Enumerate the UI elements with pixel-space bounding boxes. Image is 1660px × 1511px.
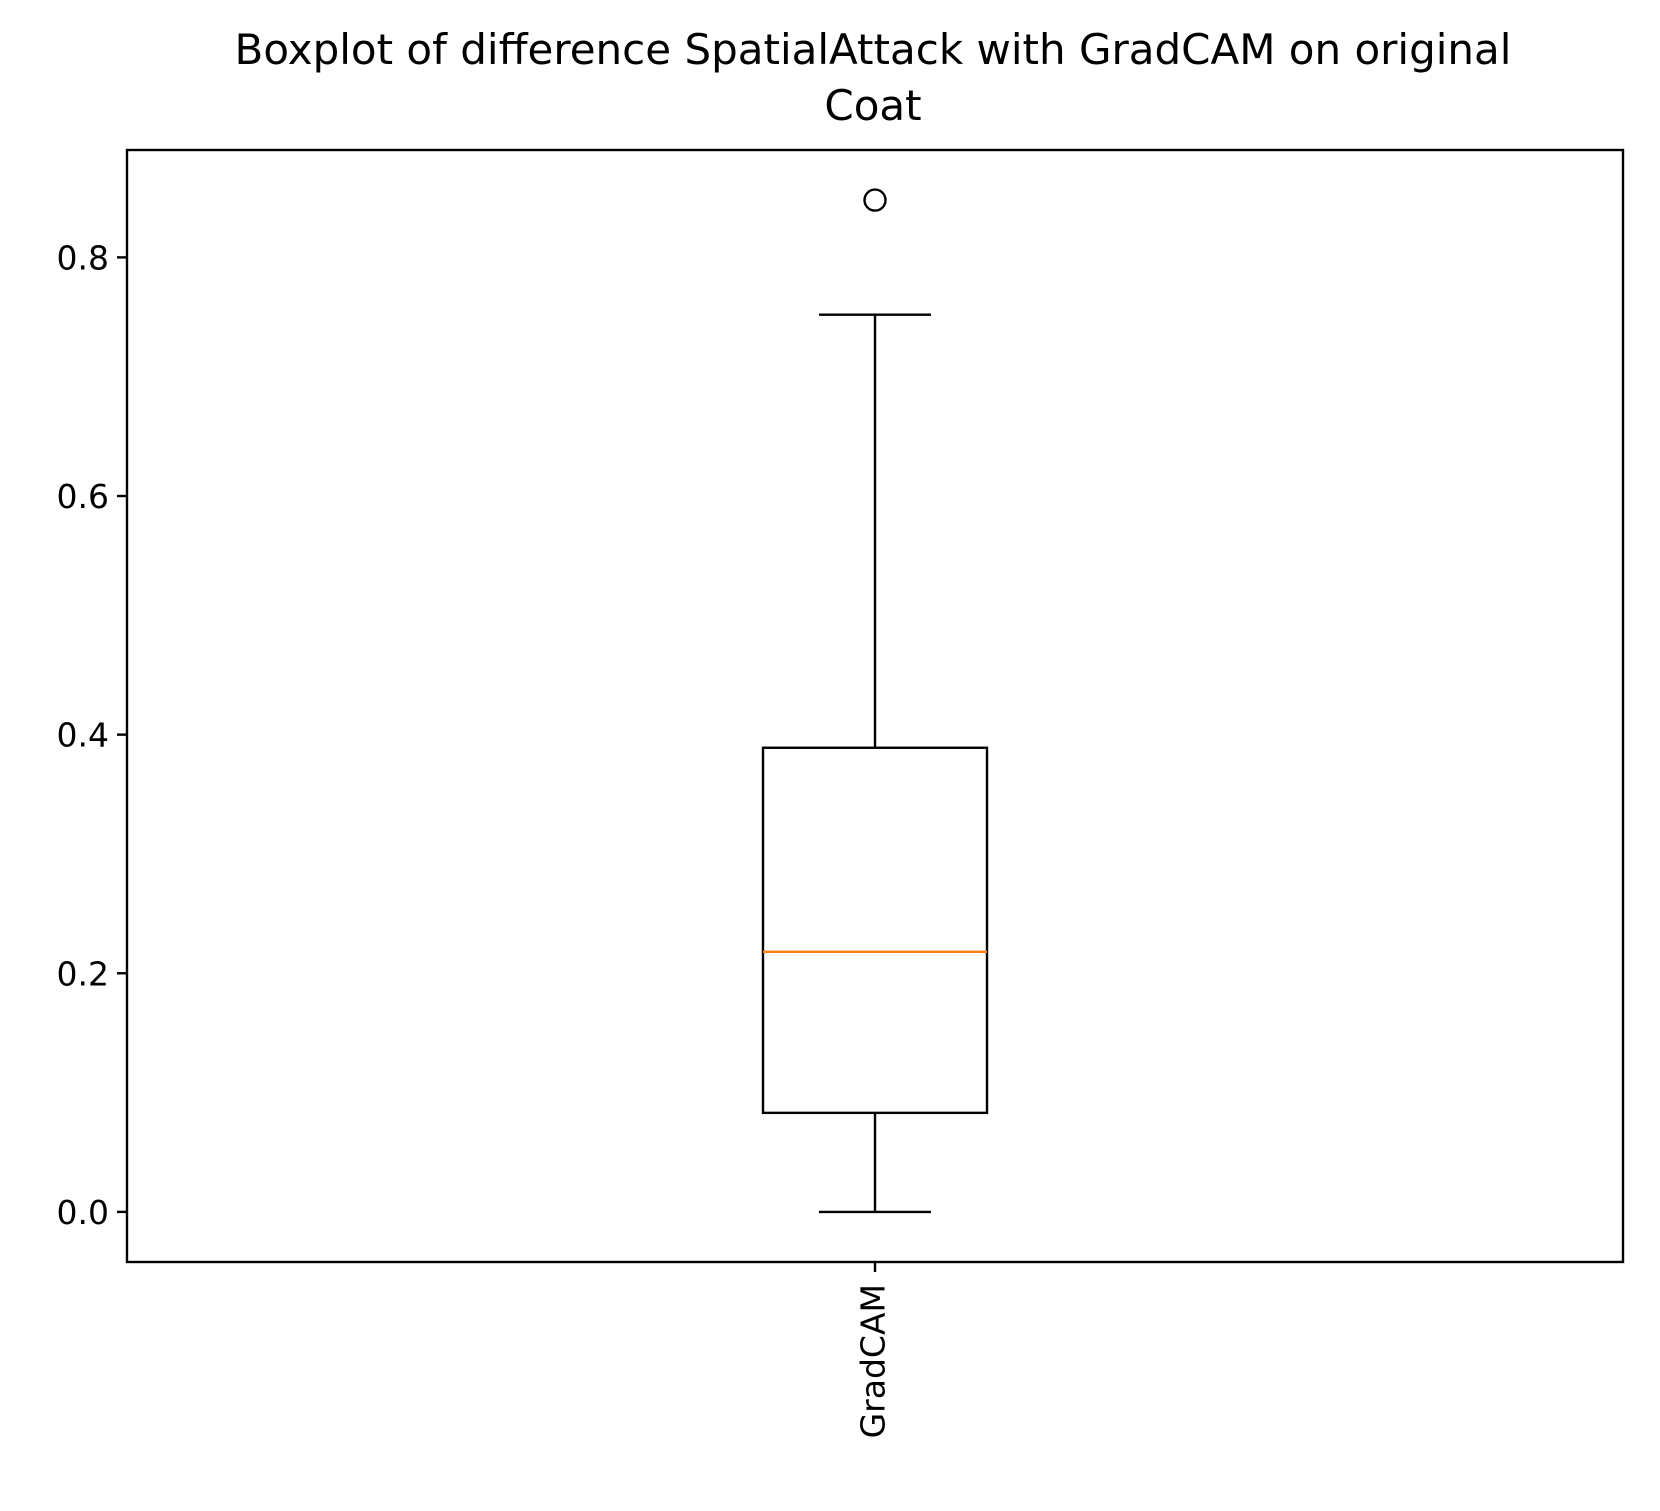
chart-title-line-1: Boxplot of difference SpatialAttack with…	[235, 25, 1512, 74]
y-tick-label: 0.4	[57, 716, 109, 755]
box-iqr	[761, 746, 989, 1115]
y-tick-label: 0.6	[57, 477, 109, 516]
y-tick-label: 0.2	[57, 954, 109, 993]
box-series	[761, 188, 989, 1214]
plot-frame	[125, 148, 1625, 1264]
x-axis-ticks: GradCAM	[854, 1262, 893, 1438]
chart-title-line-2: Coat	[824, 81, 921, 130]
outlier-point	[863, 188, 887, 212]
y-axis-ticks: 0.0 0.2 0.4 0.6 0.8	[57, 238, 127, 1232]
y-tick-label: 0.8	[57, 238, 109, 277]
x-tick-label: GradCAM	[854, 1284, 893, 1438]
y-tick-label: 0.0	[57, 1193, 109, 1232]
